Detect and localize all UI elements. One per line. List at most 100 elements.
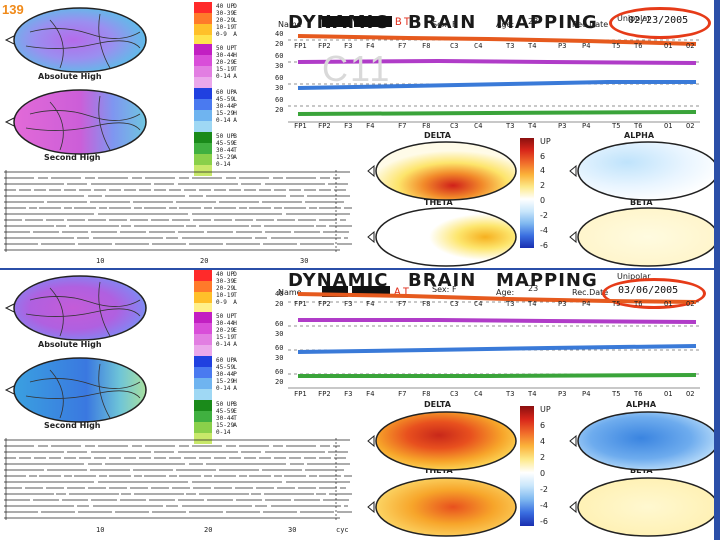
electrode-label: FP1 xyxy=(294,122,307,130)
scale-label: 45-59 xyxy=(216,408,235,415)
scale-cell xyxy=(194,367,212,378)
electrode-label: P4 xyxy=(582,300,591,308)
age-value: 23 xyxy=(528,284,539,293)
scale-cell xyxy=(194,44,212,55)
electrode-label: F3 xyxy=(344,42,353,50)
electrode-label: T4 xyxy=(528,122,537,130)
scale-cell xyxy=(194,99,212,110)
scale-label: 45-59 xyxy=(216,96,235,103)
electrode-label: C3 xyxy=(450,42,459,50)
scale-label: 30-39 xyxy=(216,10,235,17)
electrode-label: P3 xyxy=(558,390,567,398)
spectrum-axis-label: 30 xyxy=(288,526,297,534)
scale-label: 60 UP xyxy=(216,357,235,364)
wave-axis-label: 60 xyxy=(275,74,284,82)
scale-label: 0-9 xyxy=(216,299,227,306)
wave-axis-label: 30 xyxy=(275,62,284,70)
legend-label: 4 xyxy=(540,437,546,446)
electrode-label: T4 xyxy=(528,300,537,308)
electrode-label: T6 xyxy=(634,42,643,50)
topomap-delta xyxy=(367,411,517,471)
wave-axis-label: 20 xyxy=(275,40,284,48)
scale-label: 30-44 xyxy=(216,371,235,378)
electrode-label: C4 xyxy=(474,390,483,398)
band-power-traces xyxy=(288,34,700,123)
electrode-row: FP1 FP2 F3 F4 F7 F8 C3 C4 T3 T4 P3 P4 T5… xyxy=(294,300,704,308)
title-word-dynamic: DYNAMIC xyxy=(288,270,389,291)
title-word-mapping: MAPPING xyxy=(496,12,598,33)
slide-edge-bar xyxy=(714,0,720,540)
watermark: C11 xyxy=(322,48,392,89)
scale-label: 15-29 xyxy=(216,110,235,117)
scale-label: 15-29 xyxy=(216,422,235,429)
electrode-label: O1 xyxy=(664,42,673,50)
band-label-beta: B E T A xyxy=(233,401,237,429)
wave-axis-label: 60 xyxy=(275,52,284,60)
spectrum-axis-label: cyc xyxy=(336,526,349,534)
scale-cell xyxy=(194,303,212,314)
electrode-label: F3 xyxy=(344,122,353,130)
scale-cell xyxy=(194,24,212,35)
electrode-label: F4 xyxy=(366,300,375,308)
band-label-delta: D E L T A xyxy=(233,271,237,306)
electrode-label: T3 xyxy=(506,42,515,50)
scale-cell xyxy=(194,143,212,154)
color-legend xyxy=(520,138,534,248)
electrode-label: C4 xyxy=(474,300,483,308)
scale-cell xyxy=(194,77,212,88)
scale-cell xyxy=(194,2,212,13)
spectrum-table xyxy=(4,170,352,252)
head-absolute-high xyxy=(4,275,147,341)
scale-label: 0-9 xyxy=(216,31,227,38)
scale-cell xyxy=(194,55,212,66)
topomap-alpha xyxy=(569,141,719,201)
scale-label: 0-14 xyxy=(216,385,231,392)
topomap-delta xyxy=(367,141,517,201)
legend-label: 2 xyxy=(540,181,546,190)
name-label: Name xyxy=(278,288,302,297)
map-caption-delta: DELTA xyxy=(424,400,451,409)
scale-label: 0-14 xyxy=(216,429,231,436)
spectrum-axis-label: 10 xyxy=(96,257,105,265)
sex-label: Sex: xyxy=(432,285,450,294)
scale-label: 20-29 xyxy=(216,327,235,334)
electrode-label: O2 xyxy=(686,300,695,308)
scale-cell xyxy=(194,312,212,323)
map-caption-delta: DELTA xyxy=(424,131,451,140)
scale-label: 15-19 xyxy=(216,334,235,341)
scale-label: 15-29 xyxy=(216,378,235,385)
electrode-row: FP1 FP2 F3 F4 F7 F8 C3 C4 T3 T4 P3 P4 T5… xyxy=(294,122,704,130)
scale-cell xyxy=(194,88,212,99)
scale-label: 45-59 xyxy=(216,140,235,147)
head-second-high xyxy=(4,357,147,423)
map-caption-alpha: ALPHA xyxy=(624,131,655,140)
map-caption-beta: BETA xyxy=(630,198,653,207)
age-value: 23 xyxy=(528,17,539,26)
electrode-label: FP2 xyxy=(318,42,331,50)
scale-cell xyxy=(194,323,212,334)
scale-label: 30-44 xyxy=(216,147,235,154)
legend-label: UP xyxy=(540,137,551,146)
electrode-label: O1 xyxy=(664,300,673,308)
title-word-brain: BRAIN xyxy=(408,270,477,291)
legend-label: 0 xyxy=(540,469,546,478)
wave-axis-label: 30 xyxy=(275,354,284,362)
panel-divider xyxy=(0,268,720,270)
legend-label: -4 xyxy=(540,226,548,235)
scale-cell xyxy=(194,334,212,345)
electrode-label: FP1 xyxy=(294,42,307,50)
scale-label: 30-44 xyxy=(216,415,235,422)
electrode-label: F4 xyxy=(366,42,375,50)
age-label: Age: xyxy=(496,288,515,297)
scale-label: 20-29 xyxy=(216,59,235,66)
electrode-label: O2 xyxy=(686,390,695,398)
wave-axis-label: 30 xyxy=(275,330,284,338)
wave-axis-label: 40 xyxy=(275,290,284,298)
scale-cell xyxy=(194,66,212,77)
scale-label: 0-14 xyxy=(216,73,231,80)
scale-cell xyxy=(194,378,212,389)
scale-label: 30-44 xyxy=(216,320,235,327)
sex-label: Sex: xyxy=(432,20,450,29)
wave-axis-label: 40 xyxy=(275,30,284,38)
patient-code: BT xyxy=(395,17,413,29)
